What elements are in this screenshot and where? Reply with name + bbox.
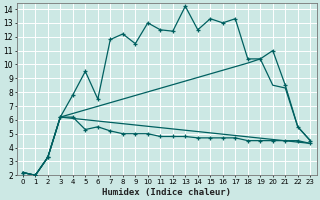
X-axis label: Humidex (Indice chaleur): Humidex (Indice chaleur) (102, 188, 231, 197)
